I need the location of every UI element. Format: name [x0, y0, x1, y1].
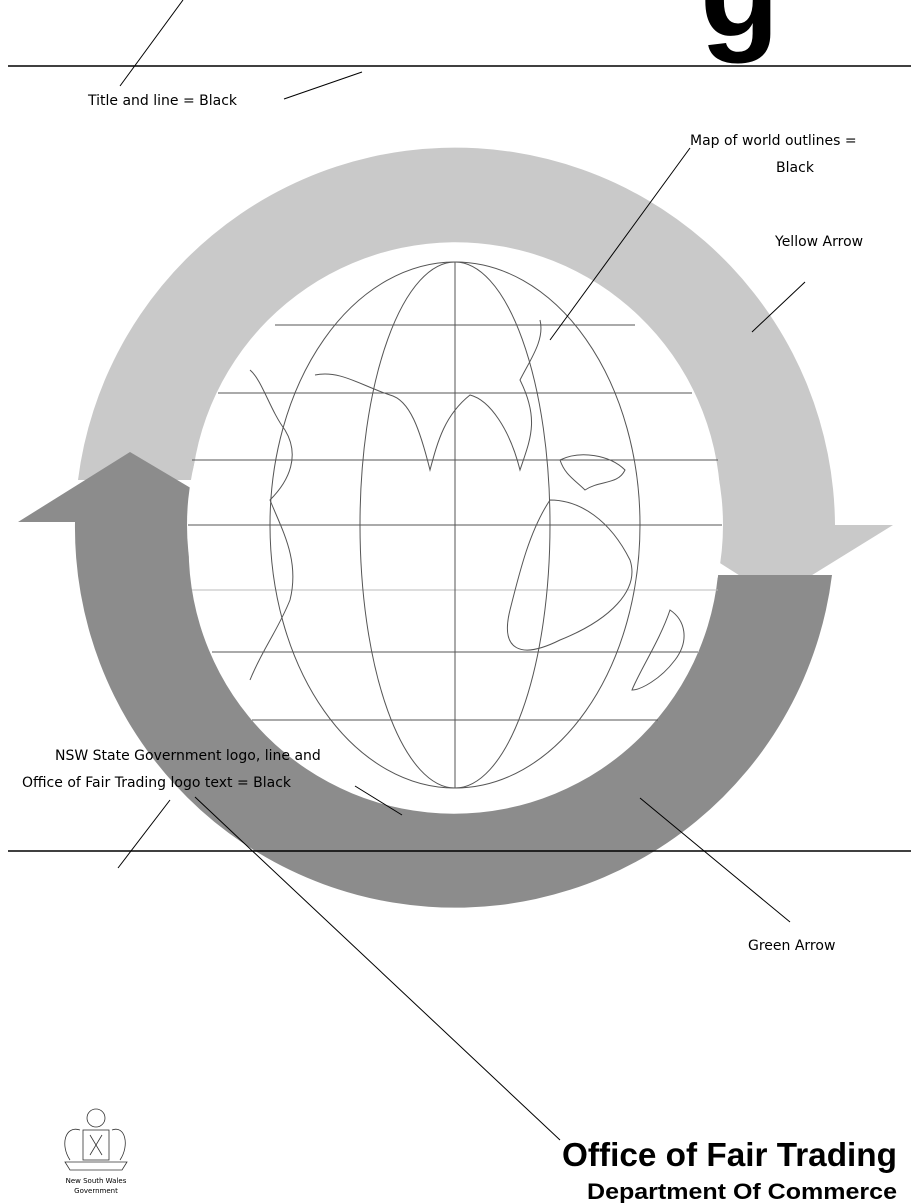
- green-arrow: [18, 452, 832, 908]
- annotation: Green Arrow: [748, 938, 835, 954]
- leader-line: [639, 797, 791, 923]
- annotation: Black: [776, 160, 815, 176]
- annotation: NSW State Government logo, line and: [55, 748, 321, 764]
- leader-line: [751, 281, 806, 333]
- annotation: Map of world outlines =: [690, 133, 857, 149]
- title-fragment: g: [700, 0, 779, 64]
- nsw-logo: [64, 1108, 128, 1171]
- leader-line: [194, 796, 561, 1141]
- leader-line: [117, 799, 171, 869]
- leader-line: [354, 785, 403, 816]
- office-title: Office of Fair Trading: [562, 1136, 897, 1173]
- logo-text: Government: [74, 1187, 118, 1195]
- annotation: Yellow Arrow: [774, 234, 863, 250]
- annotation: Title and line = Black: [87, 93, 238, 109]
- logo-text: New South Wales: [66, 1177, 127, 1185]
- department-title: Department Of Commerce: [587, 1179, 897, 1203]
- leader-line: [283, 71, 363, 100]
- annotation: Office of Fair Trading logo text = Black: [22, 775, 292, 791]
- yellow-arrow: [78, 147, 893, 598]
- globe: [187, 260, 723, 790]
- leader-line: [549, 147, 691, 341]
- leader-line: [119, 0, 184, 87]
